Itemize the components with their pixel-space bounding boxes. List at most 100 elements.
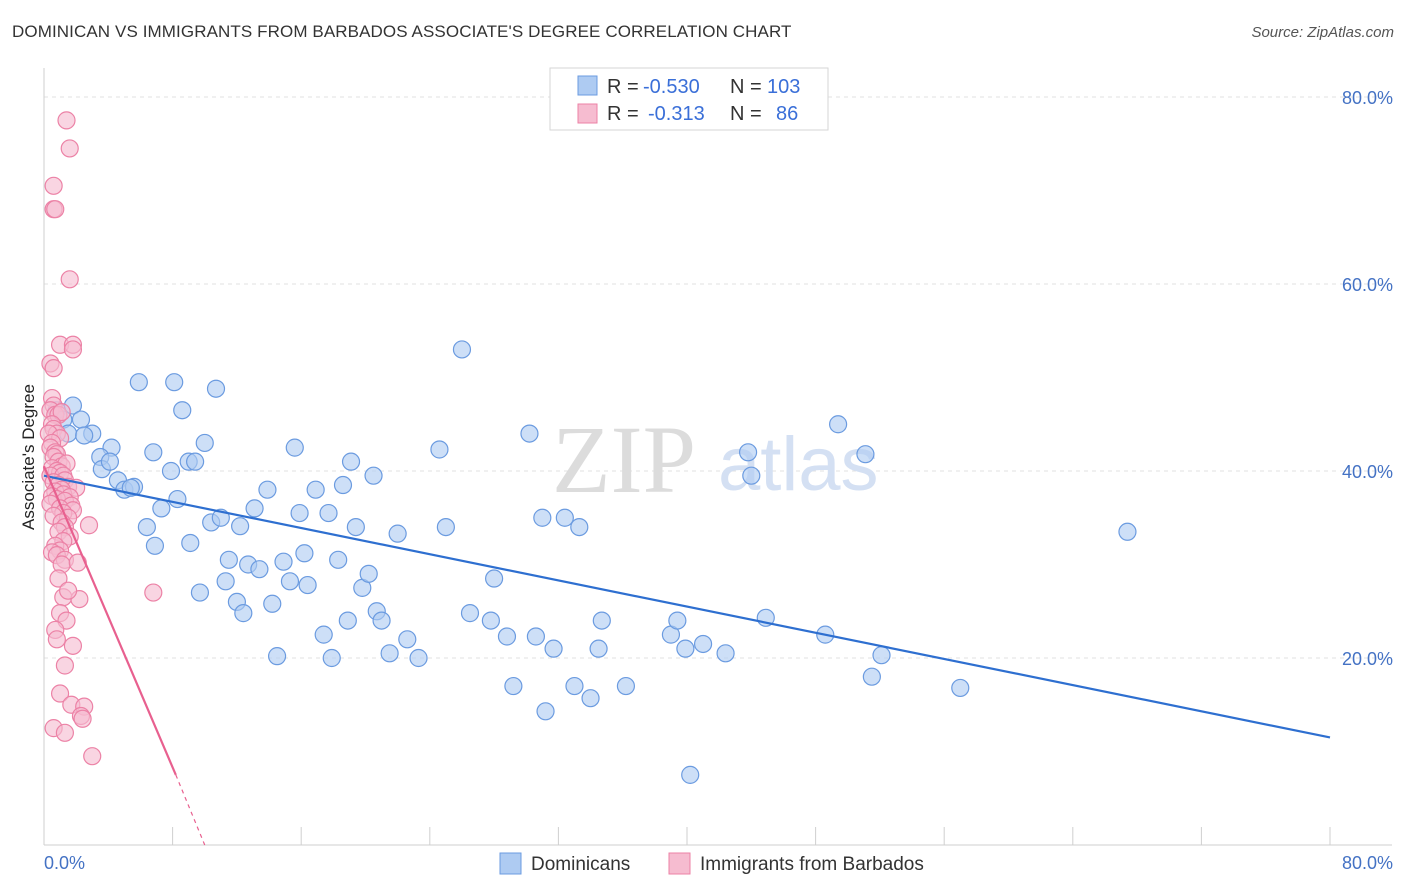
dominicans-point-42 [290,503,309,523]
dominicans-point-9 [100,452,120,471]
barbados-point-16 [52,402,71,422]
dominicans-point-93 [856,445,875,464]
dominicans-point-71 [526,627,545,646]
barbados-point-71 [47,630,66,649]
legend-swatch-barbados [577,103,598,124]
barbados-point-72 [55,656,74,675]
barbados-point-0 [57,111,76,130]
watermark: ZIP atlas [552,406,879,513]
legend-r-value-barbados: -0.313 [648,103,705,125]
barbados-point-77 [73,709,92,728]
dominicans-point-86 [693,634,713,654]
axes [43,68,1392,846]
y-tick-label-1: 40.0% [1342,462,1393,482]
dominicans-point-18 [161,461,181,481]
dominicans-point-101 [75,426,94,445]
dominicans-point-77 [570,517,589,537]
dominicans-point-49 [333,475,353,495]
dominicans-point-74 [544,639,563,658]
legend-n-label-barbados: N = [730,103,762,125]
dominicans-point-32 [234,604,253,623]
dominicans-point-16 [144,443,163,462]
chart-title: DOMINICAN VS IMMIGRANTS FROM BARBADOS AS… [12,22,792,41]
bottom-legend-swatch-barbados [668,852,691,875]
dominicans-point-52 [346,517,365,537]
dominicans-point-45 [314,625,333,644]
dominicans-point-66 [481,611,500,630]
barbados-point-5 [60,270,79,289]
dominicans-point-78 [581,689,600,708]
series-dominicans [47,340,1137,784]
dominicans-point-24 [190,583,210,602]
dominicans-point-13 [129,373,148,392]
dominicans-point-51 [341,452,361,471]
legend-r-value-dominicans: -0.530 [643,76,700,98]
y-tick-label-3: 80.0% [1342,88,1393,108]
dominicans-point-96 [951,678,970,698]
trend-line-dominicans [43,474,1331,739]
dominicans-point-61 [409,648,428,668]
dominicans-point-57 [372,611,391,630]
x-tick-label-1: 80.0% [1342,853,1393,873]
dominicans-point-87 [716,644,735,663]
dominicans-point-75 [555,508,574,527]
dominicans-point-95 [872,646,891,665]
dominicans-point-17 [152,499,171,518]
dominicans-point-73 [536,702,555,721]
dominicans-point-67 [485,569,504,588]
dominicans-point-83 [668,611,687,630]
dominicans-point-99 [181,533,200,553]
barbados-point-83 [49,569,68,588]
dominicans-point-37 [263,594,282,613]
legend-box: R = -0.530 N = 103 R = -0.313 N = 86 [549,67,829,131]
dominicans-point-25 [195,433,214,453]
dominicans-point-48 [329,550,348,569]
dominicans-point-58 [380,644,399,663]
barbados-point-8 [63,340,83,359]
legend-r-label-barbados: R = [607,103,639,125]
legend-n-label-dominicans: N = [730,76,762,98]
watermark-atlas: atlas [718,422,879,507]
dominicans-point-97 [1118,522,1137,541]
legend-r-label-dominicans: R = [607,76,639,98]
dominicans-point-50 [338,611,357,630]
dominicans-point-79 [589,639,608,658]
dominicans-point-46 [319,503,338,523]
dominicans-point-94 [862,667,881,686]
bottom-legend-swatch-dominicans [499,852,522,875]
dominicans-point-88 [738,443,758,462]
dominicans-point-34 [245,499,264,518]
dominicans-point-36 [258,480,277,499]
dominicans-point-3 [71,410,91,429]
dominicans-point-55 [364,466,383,485]
dominicans-point-92 [829,415,848,434]
y-axis-title: Associate's Degree [19,384,38,530]
legend-n-value-barbados: 86 [776,103,798,125]
barbados-point-10 [44,359,63,378]
barbados-point-82 [63,636,83,655]
dominicans-point-72 [533,508,552,527]
dominicans-point-60 [398,630,417,649]
barbados-point-73 [50,684,70,703]
barbados-point-85 [59,581,78,600]
dominicans-point-69 [504,676,523,696]
dominicans-point-102 [295,544,314,563]
dominicans-point-15 [145,536,165,555]
dominicans-point-85 [681,765,700,784]
dominicans-point-80 [592,611,611,630]
dominicans-point-89 [742,466,761,485]
dominicans-point-63 [436,517,455,537]
barbados-point-1 [60,139,79,158]
legend-swatch-dominicans [577,75,598,96]
dominicans-point-21 [173,401,192,420]
dominicans-point-27 [206,379,226,398]
dominicans-point-59 [388,524,407,543]
barbados-point-79 [55,723,74,742]
dominicans-point-62 [430,440,449,459]
dominicans-point-30 [219,550,238,569]
watermark-zip: ZIP [552,406,696,513]
chart-source: Source: ZipAtlas.com [1251,24,1394,41]
series-barbados [39,111,163,766]
dominicans-point-38 [267,647,287,666]
